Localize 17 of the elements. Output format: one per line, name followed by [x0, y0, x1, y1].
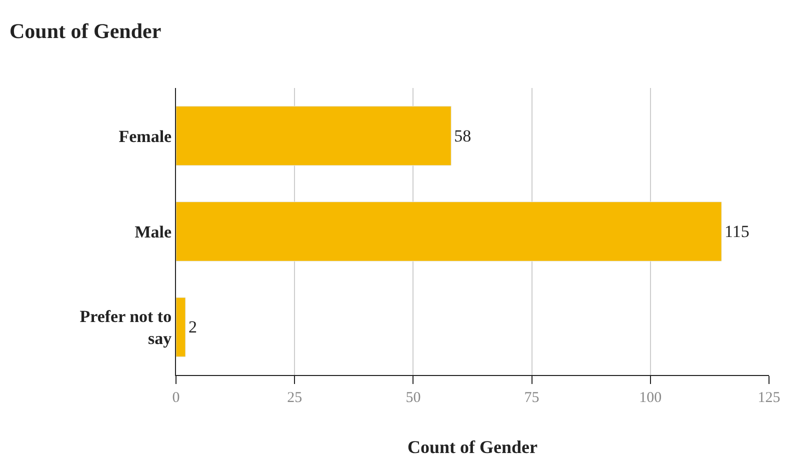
data-label: 2: [188, 318, 197, 337]
y-tick-label: Prefer not to say: [80, 307, 172, 348]
x-axis-title: Count of Gender: [408, 437, 538, 458]
chart-title: Count of Gender: [10, 19, 162, 43]
x-tick-label: 0: [172, 390, 180, 406]
y-tick-label: Male: [134, 222, 172, 242]
x-tick-label: 100: [639, 390, 662, 406]
bar: [176, 202, 722, 262]
y-tick-label: Female: [118, 126, 172, 146]
x-tick-label: 25: [287, 390, 302, 406]
data-label: 58: [454, 126, 472, 146]
x-tick-label: 75: [524, 390, 540, 406]
x-tick-label: 50: [406, 390, 421, 406]
data-label: 115: [724, 222, 750, 241]
bar: [176, 297, 186, 358]
bar: [176, 106, 452, 166]
x-tick-label: 125: [758, 390, 780, 406]
